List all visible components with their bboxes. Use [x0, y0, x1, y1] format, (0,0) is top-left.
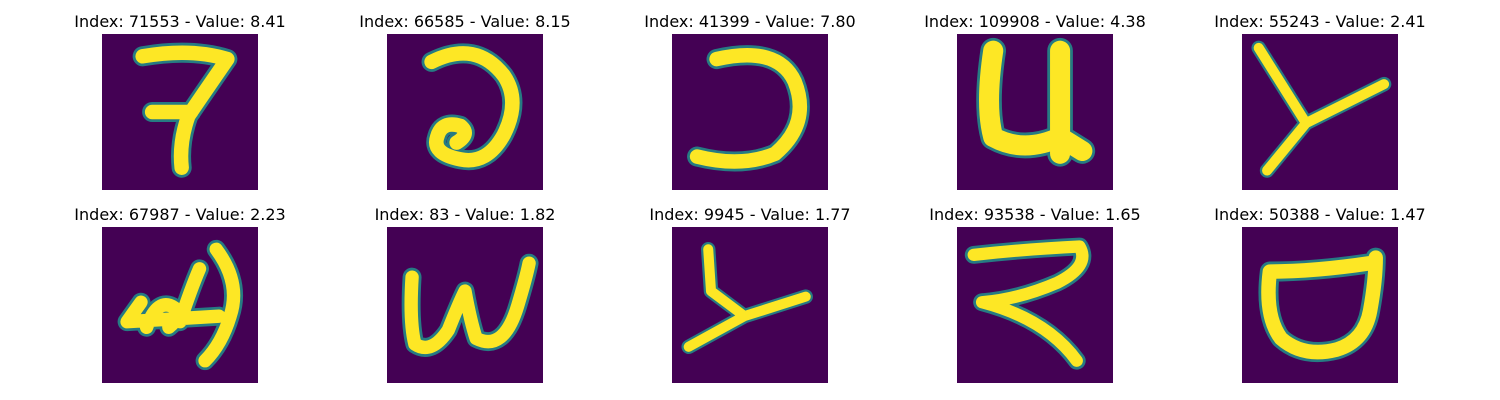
- panel-2: Index: 66585 - Value: 8.15: [315, 12, 615, 197]
- glyph-image: [672, 227, 828, 383]
- panel-title: Index: 67987 - Value: 2.23: [74, 205, 286, 224]
- panel-3: Index: 41399 - Value: 7.80: [600, 12, 900, 197]
- glyph-image: [672, 34, 828, 190]
- glyph-image: [957, 227, 1113, 383]
- panel-title: Index: 41399 - Value: 7.80: [644, 12, 856, 31]
- glyph-image: [102, 227, 258, 383]
- panel-title: Index: 66585 - Value: 8.15: [359, 12, 571, 31]
- panel-10: Index: 50388 - Value: 1.47: [1170, 205, 1470, 390]
- panel-9: Index: 93538 - Value: 1.65: [885, 205, 1185, 390]
- panel-6: Index: 67987 - Value: 2.23: [30, 205, 330, 390]
- panel-title: Index: 9945 - Value: 1.77: [649, 205, 851, 224]
- panel-7: Index: 83 - Value: 1.82: [315, 205, 615, 390]
- panel-title: Index: 83 - Value: 1.82: [374, 205, 556, 224]
- panel-title: Index: 71553 - Value: 8.41: [74, 12, 286, 31]
- panel-title: Index: 109908 - Value: 4.38: [924, 12, 1146, 31]
- glyph-image: [1242, 34, 1398, 190]
- glyph-image: [957, 34, 1113, 190]
- glyph-image: [1242, 227, 1398, 383]
- panel-5: Index: 55243 - Value: 2.41: [1170, 12, 1470, 197]
- panel-1: Index: 71553 - Value: 8.41: [30, 12, 330, 197]
- panel-8: Index: 9945 - Value: 1.77: [600, 205, 900, 390]
- glyph-image: [387, 34, 543, 190]
- panel-title: Index: 55243 - Value: 2.41: [1214, 12, 1426, 31]
- panel-title: Index: 93538 - Value: 1.65: [929, 205, 1141, 224]
- glyph-image: [102, 34, 258, 190]
- panel-title: Index: 50388 - Value: 1.47: [1214, 205, 1426, 224]
- glyph-image: [387, 227, 543, 383]
- panel-4: Index: 109908 - Value: 4.38: [885, 12, 1185, 197]
